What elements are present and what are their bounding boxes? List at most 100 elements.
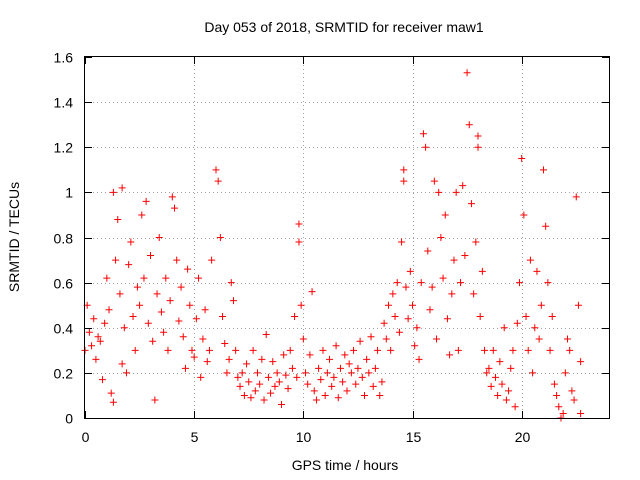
data-point — [131, 346, 139, 354]
data-point — [273, 369, 281, 377]
data-point — [395, 328, 403, 336]
data-point — [195, 274, 203, 282]
data-point — [574, 301, 582, 309]
data-point — [201, 306, 209, 314]
data-point — [171, 204, 179, 212]
data-point — [491, 373, 499, 381]
data-point — [251, 387, 259, 395]
data-point — [487, 382, 495, 390]
data-point — [411, 342, 419, 350]
data-point — [219, 312, 227, 320]
data-point — [120, 324, 128, 332]
y-tick-label: 0.6 — [54, 276, 74, 292]
data-point — [400, 166, 408, 174]
data-point — [419, 130, 427, 138]
data-point — [437, 234, 445, 241]
data-point — [391, 312, 399, 320]
data-point — [369, 382, 377, 390]
y-tick-label: 1.2 — [54, 140, 74, 156]
data-point — [443, 315, 451, 323]
data-point — [570, 396, 578, 404]
data-point — [317, 376, 325, 384]
data-point — [232, 346, 240, 354]
data-point — [275, 378, 283, 386]
data-point — [214, 177, 222, 185]
data-point — [358, 373, 366, 381]
data-point — [302, 369, 310, 377]
y-tick-label: 0.2 — [54, 366, 74, 382]
data-point — [474, 143, 482, 151]
data-point — [267, 389, 275, 397]
data-point — [339, 378, 347, 386]
data-point — [515, 279, 523, 287]
data-point — [511, 403, 519, 411]
data-point — [463, 69, 471, 77]
data-point — [142, 197, 150, 205]
data-point — [500, 324, 508, 332]
data-point — [382, 335, 390, 343]
data-point — [513, 319, 521, 327]
y-tick-label: 1.6 — [54, 50, 74, 66]
data-point — [88, 342, 96, 350]
x-tick-label: 0 — [82, 429, 90, 445]
data-point — [540, 166, 547, 174]
data-point — [448, 290, 456, 298]
data-point — [247, 394, 255, 402]
data-point — [216, 234, 224, 241]
data-point — [509, 346, 517, 354]
data-point — [474, 132, 482, 140]
data-point — [564, 335, 572, 343]
data-point — [472, 238, 480, 246]
x-tick-label: 15 — [406, 429, 422, 445]
data-point — [315, 364, 323, 372]
data-point — [164, 346, 172, 354]
data-point — [343, 387, 351, 395]
data-point — [229, 297, 237, 305]
data-point — [260, 396, 268, 404]
data-point — [481, 346, 489, 354]
data-point — [144, 319, 152, 327]
data-point — [542, 222, 550, 230]
data-point — [127, 238, 135, 246]
data-point — [330, 373, 338, 381]
data-point — [577, 358, 585, 366]
data-point — [155, 234, 163, 241]
data-point — [380, 319, 388, 327]
data-point — [249, 346, 257, 354]
data-point — [304, 380, 312, 388]
data-point — [572, 193, 580, 201]
data-point — [378, 378, 386, 386]
data-point — [367, 333, 375, 341]
data-point — [400, 177, 408, 185]
data-point — [478, 267, 486, 275]
data-point — [166, 297, 174, 305]
data-point — [433, 335, 441, 343]
data-point — [140, 274, 148, 282]
data-point — [417, 279, 425, 287]
data-point — [85, 328, 93, 336]
x-tick-label: 10 — [296, 429, 312, 445]
data-point — [426, 306, 434, 314]
data-point — [133, 283, 141, 291]
data-point — [310, 387, 318, 395]
data-point — [404, 315, 412, 323]
data-point — [175, 317, 183, 325]
data-point — [533, 267, 541, 275]
data-point — [326, 355, 334, 363]
x-tick-label: 20 — [515, 429, 531, 445]
data-point — [203, 358, 211, 366]
data-point — [347, 369, 355, 377]
data-point — [188, 346, 196, 354]
data-point — [430, 177, 438, 185]
data-point — [312, 396, 320, 404]
data-point — [439, 274, 447, 282]
data-point — [245, 378, 253, 386]
data-point — [295, 220, 303, 228]
data-point — [393, 279, 401, 287]
data-point — [192, 315, 200, 323]
data-point — [122, 369, 130, 377]
data-point — [389, 290, 397, 298]
data-point — [531, 324, 539, 332]
data-point — [186, 301, 194, 309]
data-point — [559, 409, 567, 417]
